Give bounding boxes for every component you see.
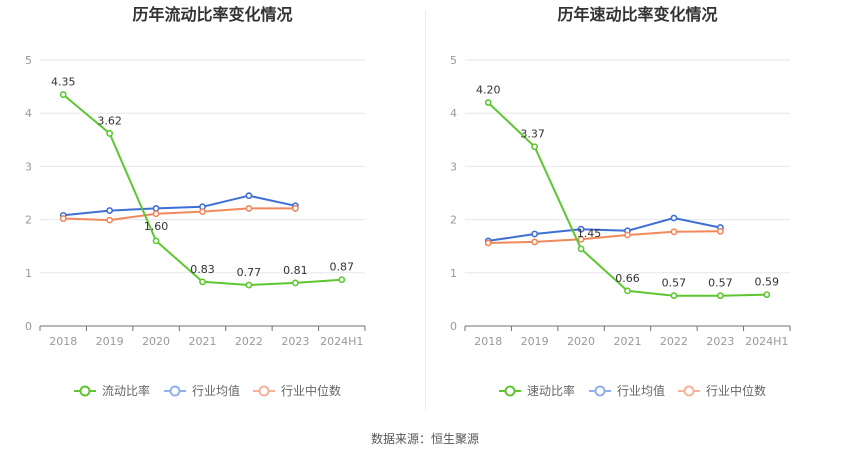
data-label: 0.81	[283, 264, 308, 277]
panel-divider	[425, 10, 426, 410]
legend-marker	[79, 385, 91, 397]
legend-marker	[169, 385, 181, 397]
series-line-1	[488, 217, 721, 242]
data-point	[59, 215, 67, 222]
y-tick-label: 0	[450, 320, 457, 333]
x-tick-label: 2019	[96, 335, 124, 348]
data-point	[670, 228, 678, 236]
legend-label: 行业中位数	[706, 383, 766, 398]
legend-label: 流动比率	[102, 383, 150, 398]
data-point	[106, 216, 114, 224]
legend-marker	[594, 385, 606, 397]
data-point	[245, 281, 253, 289]
x-tick-label: 2018	[49, 335, 77, 348]
data-point	[670, 292, 678, 300]
x-tick-label: 2019	[521, 335, 549, 348]
y-tick-label: 4	[450, 107, 457, 120]
y-tick-label: 1	[25, 267, 32, 280]
data-point	[670, 214, 678, 222]
x-tick-label: 2024H1	[320, 335, 363, 348]
data-point	[716, 292, 724, 300]
series-line-1	[63, 194, 296, 217]
data-source-footer: 数据来源：恒生聚源	[370, 432, 479, 446]
data-label: 0.59	[755, 276, 780, 289]
data-label: 0.77	[237, 266, 262, 279]
legend-label: 行业中位数	[281, 383, 341, 398]
chart-title: 历年速动比率变化情况	[557, 5, 717, 24]
data-point	[199, 208, 206, 216]
data-label: 0.57	[708, 277, 733, 290]
x-tick-label: 2022	[660, 335, 688, 348]
x-tick-label: 2020	[567, 335, 595, 348]
x-tick-label: 2021	[189, 335, 217, 348]
data-point	[716, 227, 724, 235]
data-label: 0.66	[615, 272, 640, 285]
y-tick-label: 0	[25, 320, 32, 333]
data-point	[245, 205, 253, 212]
x-tick-label: 2023	[281, 335, 309, 348]
data-point	[577, 245, 585, 253]
data-point	[577, 235, 585, 243]
x-tick-label: 2020	[142, 335, 170, 348]
data-point	[531, 143, 539, 151]
legend-label: 行业均值	[617, 383, 665, 398]
data-point	[152, 237, 160, 245]
x-tick-label: 2022	[235, 335, 263, 348]
y-tick-label: 1	[450, 267, 457, 280]
series-line-2	[488, 230, 721, 244]
x-tick-label: 2021	[614, 335, 642, 348]
data-label: 4.35	[51, 76, 76, 89]
x-tick-label: 2023	[706, 335, 734, 348]
legend-marker	[504, 385, 516, 397]
data-label: 0.87	[330, 261, 355, 274]
data-label: 0.57	[662, 277, 687, 290]
x-tick-label: 2024H1	[745, 335, 788, 348]
y-tick-label: 4	[25, 107, 32, 120]
chart-title: 历年流动比率变化情况	[132, 5, 292, 24]
y-tick-label: 3	[25, 160, 32, 173]
data-point	[291, 279, 299, 287]
data-point	[531, 230, 539, 238]
data-point	[484, 99, 492, 106]
y-tick-label: 2	[25, 214, 32, 227]
data-point	[199, 278, 206, 286]
legend-marker	[683, 385, 695, 397]
y-tick-label: 2	[450, 214, 457, 227]
data-label: 1.60	[144, 220, 169, 233]
data-point	[763, 291, 771, 299]
data-label: 3.62	[97, 114, 122, 127]
chart-svg: 历年速动比率变化情况 0 1 2 3 4 5 2018 2019 2020 2021 2022 2023…	[450, 5, 791, 398]
data-label: 4.20	[476, 84, 501, 97]
data-label: 3.37	[520, 128, 545, 141]
x-tick-label: 2018	[474, 335, 502, 348]
current-ratio-chart: 历年流动比率变化情况 0 1 2 3 4 5 2018 2019 2020 2021 2022 2023…	[0, 0, 425, 420]
data-point	[59, 91, 67, 98]
data-label: 1.45	[577, 227, 602, 240]
y-tick-label: 3	[450, 160, 457, 173]
chart-svg: 历年流动比率变化情况 0 1 2 3 4 5 2018 2019 2020 2021 2022 2023…	[25, 5, 366, 398]
data-point	[531, 238, 539, 246]
y-tick-label: 5	[25, 54, 32, 67]
data-point	[245, 192, 253, 200]
data-point	[624, 287, 631, 295]
data-label: 0.83	[190, 263, 215, 276]
data-point	[152, 205, 160, 212]
data-point	[152, 210, 160, 218]
data-point	[106, 130, 114, 137]
data-point	[484, 239, 492, 247]
data-point	[291, 205, 299, 212]
legend-label: 速动比率	[527, 383, 575, 398]
series-line-2	[63, 207, 296, 222]
data-point	[338, 276, 346, 284]
legend-marker	[258, 385, 270, 397]
legend-label: 行业均值	[192, 383, 240, 398]
y-tick-label: 5	[450, 54, 457, 67]
data-point	[577, 225, 585, 233]
data-point	[624, 231, 631, 239]
data-point	[106, 207, 114, 214]
quick-ratio-chart: 历年速动比率变化情况 0 1 2 3 4 5 2018 2019 2020 2021 2022 2023…	[425, 0, 850, 420]
